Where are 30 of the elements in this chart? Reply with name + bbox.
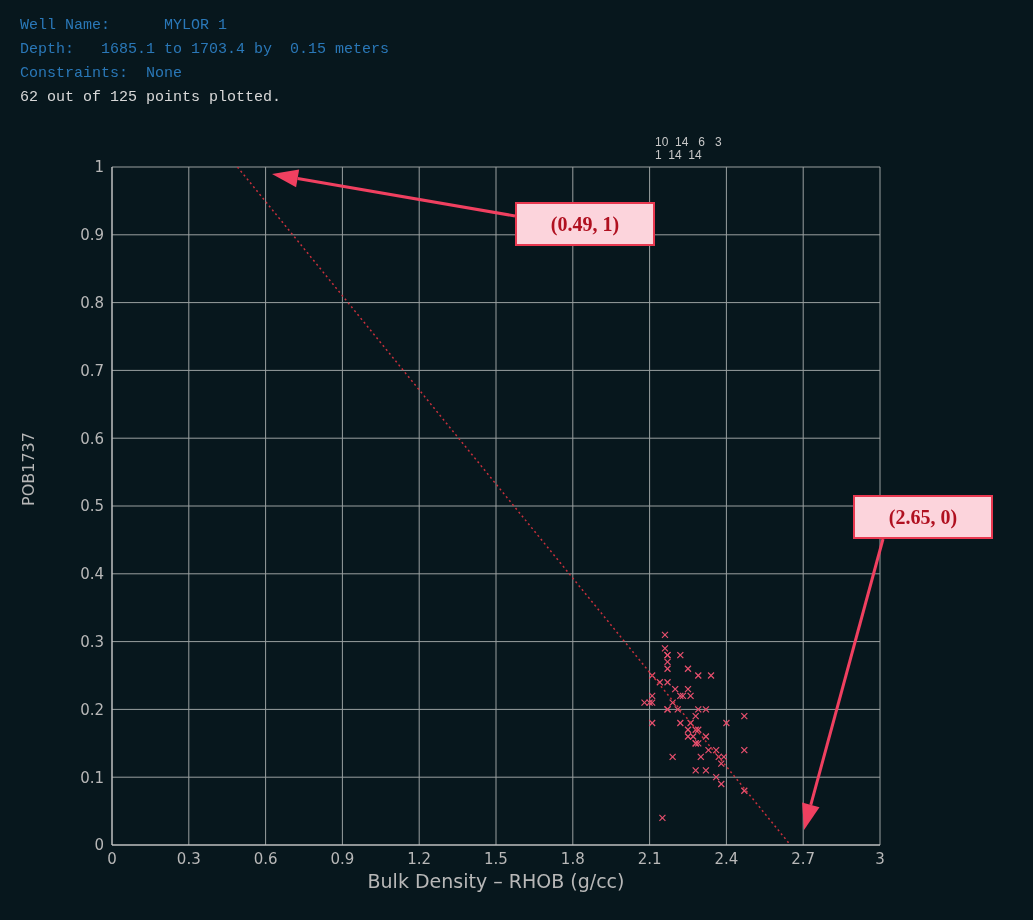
y-tick-label: 0.8: [80, 293, 104, 312]
x-tick-label: 2.7: [791, 849, 816, 868]
y-axis-title: POB1737: [18, 432, 38, 506]
chart-subtitle: Depth: 1685.1 to 1703.4 by 0.15 meters: [20, 40, 390, 60]
x-tick-label: 1.2: [407, 849, 432, 868]
text: 62 out of 125 points plotted.: [20, 88, 283, 108]
y-tick-label: 0.7: [80, 361, 104, 380]
y-tick-label: 0.1: [80, 768, 104, 787]
x-tick-label: 0: [107, 849, 117, 868]
y-tick-label: 0.9: [80, 226, 104, 245]
y-tick-label: 0: [94, 836, 104, 855]
text: Constraints: None: [20, 64, 184, 84]
x-tick-label: 1.8: [560, 849, 585, 868]
x-tick-label: 1.5: [484, 849, 508, 868]
x-tick-label: 0.9: [330, 849, 355, 868]
x-tick-label: 0.6: [253, 849, 278, 868]
y-tick-label: 0.6: [80, 429, 104, 448]
x-tick-label: 2.1: [637, 849, 662, 868]
x-tick-label: 2.4: [714, 849, 739, 868]
text: 10 14 6 3: [655, 135, 722, 149]
x-tick-label: 3: [875, 849, 885, 868]
y-tick-label: 0.5: [80, 497, 104, 516]
x-tick-label: 0.3: [176, 849, 201, 868]
y-tick-label: 1: [94, 158, 104, 177]
y-tick-label: 0.3: [80, 632, 104, 651]
text: 1 14 14: [655, 148, 703, 162]
y-tick-label: 0.2: [80, 700, 104, 719]
chart-title: Well Name: MYLOR 1: [20, 16, 229, 36]
y-tick-label: 0.4: [80, 565, 104, 584]
x-axis-title: Bulk Density – RHOB (g/cc): [367, 870, 625, 893]
